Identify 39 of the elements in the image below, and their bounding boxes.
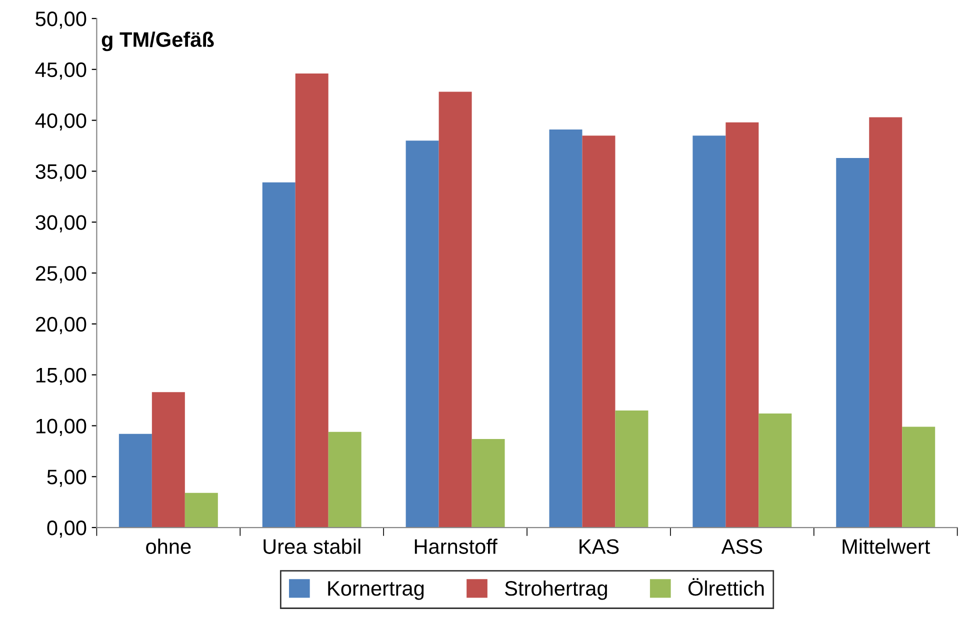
bar	[692, 136, 726, 528]
bar	[118, 434, 152, 528]
bar	[726, 122, 759, 528]
bar	[758, 414, 792, 528]
y-tick-label: 40,00	[35, 113, 86, 131]
x-tick-label: KAS	[580, 539, 619, 554]
bar	[615, 410, 648, 528]
legend-label: Ölrettich	[688, 578, 764, 596]
bar	[582, 136, 616, 528]
y-tick-label: 20,00	[36, 316, 86, 334]
bar	[295, 73, 328, 528]
bar	[438, 92, 472, 528]
bar	[406, 140, 439, 528]
bar	[328, 432, 362, 528]
bar	[472, 438, 505, 528]
y-tick-label: 30,00	[36, 215, 86, 232]
bar	[549, 129, 582, 528]
y-tick-label: 45,00	[35, 62, 86, 80]
bar	[152, 392, 185, 528]
y-tick-label: 50,00	[36, 12, 86, 29]
bar	[184, 492, 218, 528]
y-tick-label: 10,00	[36, 418, 86, 436]
x-tick-label: Urea stabil	[264, 538, 360, 554]
bar	[262, 182, 296, 528]
x-tick-label: ASS	[721, 539, 762, 554]
bar	[869, 117, 902, 528]
legend-label: Kornertrag	[328, 581, 424, 600]
x-tick-label: ohne	[146, 538, 191, 554]
x-tick-label: Harnstoff	[414, 538, 498, 554]
y-tick-label: 5,00	[47, 470, 86, 487]
y-tick-label: 15,00	[36, 368, 86, 386]
y-tick-label: 35,00	[36, 164, 86, 182]
y-axis-title: g TM/Gefäß	[102, 32, 214, 52]
x-tick-label: Mittelwert	[842, 538, 930, 554]
bar	[836, 158, 870, 528]
bar	[902, 426, 936, 528]
legend-label: Strohertrag	[505, 580, 607, 600]
y-tick-label: 0,00	[47, 520, 86, 538]
y-tick-label: 25,00	[36, 266, 86, 284]
